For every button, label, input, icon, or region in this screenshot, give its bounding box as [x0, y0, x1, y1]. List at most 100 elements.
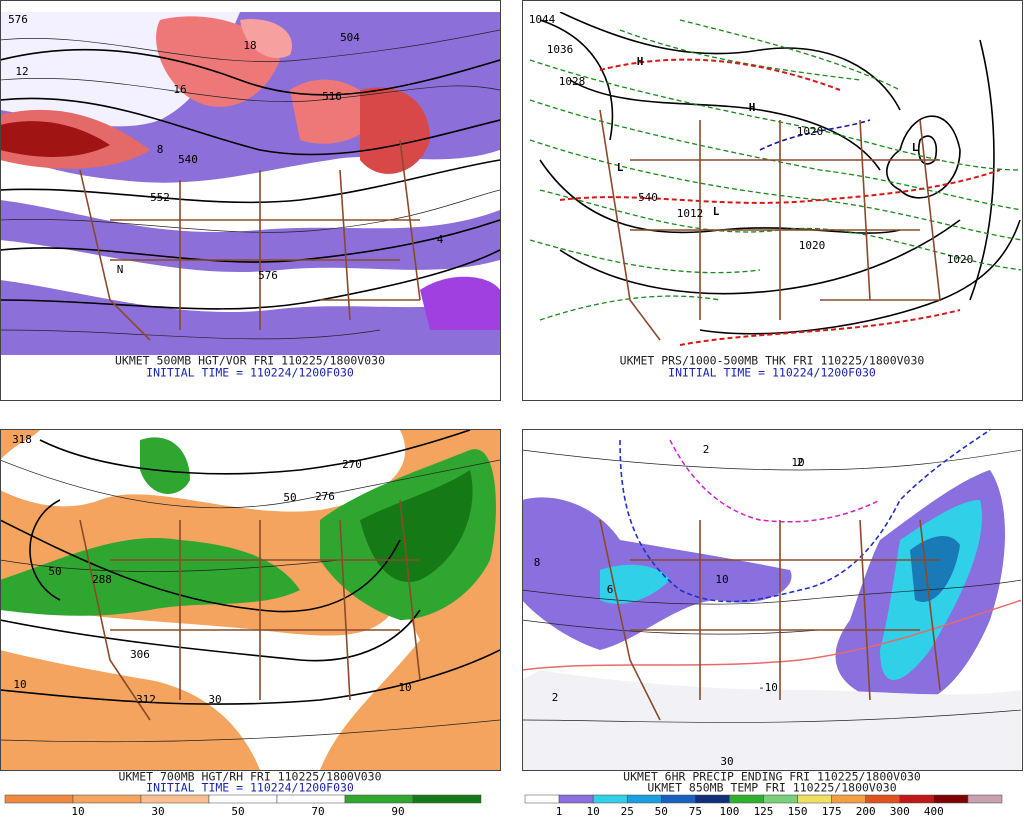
colorbars — [4, 794, 1003, 804]
contour-label: 18 — [243, 39, 256, 52]
colorbar-label: 200 — [856, 805, 876, 818]
contour-label: 1012 — [677, 207, 704, 220]
contour-label: 270 — [342, 458, 362, 471]
colorbar-label: 300 — [890, 805, 910, 818]
contour-label: -10 — [758, 681, 778, 694]
panel-frame — [522, 0, 1023, 401]
contour-label: 576 — [8, 13, 28, 26]
panel-frame — [0, 429, 501, 771]
colorbar-swatch — [695, 794, 730, 804]
colorbar-swatch — [4, 794, 74, 804]
map-500mb — [1, 12, 500, 355]
map-pressure — [523, 12, 1021, 355]
contour-label: 10 — [13, 678, 26, 691]
colorbar-swatch — [967, 794, 1003, 804]
contour-label: H — [637, 55, 644, 68]
contour-label: 306 — [130, 648, 150, 661]
map-precip — [523, 430, 1021, 770]
texts: UKMET 500MB HGT/VOR FRI 110225/1800V030I… — [8, 13, 973, 818]
contour-label: 10 — [715, 573, 728, 586]
colorbar-swatch — [763, 794, 798, 804]
caption-title: UKMET 6HR PRECIP ENDING FRI 110225/1800V… — [623, 770, 921, 784]
contour-label: 8 — [534, 556, 541, 569]
contour-label: L — [713, 205, 720, 218]
contour-label: 1044 — [529, 13, 556, 26]
caption-subtitle: UKMET 850MB TEMP FRI 110225/1800V030 — [647, 781, 896, 795]
colorbar-swatch — [661, 794, 696, 804]
contour-label: 540 — [638, 191, 658, 204]
colorbar-label: 400 — [924, 805, 944, 818]
colorbar-label: 75 — [689, 805, 702, 818]
colorbar-swatch — [797, 794, 832, 804]
contour-label: 2 — [703, 443, 710, 456]
contour-label: 288 — [92, 573, 112, 586]
contour-label: 1020 — [797, 125, 824, 138]
colorbar-swatch — [831, 794, 866, 804]
contour-label: 1020 — [799, 239, 826, 252]
colorbar-label: 90 — [391, 805, 404, 818]
contour-label: H — [749, 101, 756, 114]
contour-label: 276 — [315, 490, 335, 503]
colorbar-label: 100 — [719, 805, 739, 818]
contour-label: 16 — [173, 83, 186, 96]
colorbar-swatch — [899, 794, 935, 804]
panel-frame — [522, 429, 1023, 771]
panel-frame — [0, 0, 501, 401]
contour-label: 4 — [437, 233, 444, 246]
caption-title: UKMET 500MB HGT/VOR FRI 110225/1800V030 — [115, 354, 385, 368]
colorbar-label: 10 — [587, 805, 600, 818]
colorbar-label: 25 — [621, 805, 634, 818]
colorbar-label: 150 — [788, 805, 808, 818]
colorbar-label: 10 — [71, 805, 84, 818]
caption-subtitle: INITIAL TIME = 110224/1200F030 — [146, 366, 354, 380]
colorbar-label: 175 — [822, 805, 842, 818]
contour-label: 2 — [797, 456, 804, 469]
caption-title: UKMET 700MB HGT/RH FRI 110225/1800V030 — [118, 770, 381, 784]
contour-label: 540 — [178, 153, 198, 166]
contour-label: 12 — [15, 65, 28, 78]
colorbar-swatch — [276, 794, 346, 804]
colorbar-swatch — [558, 794, 594, 804]
colorbar-swatch — [729, 794, 764, 804]
caption-subtitle: INITIAL TIME = 110224/1200F030 — [146, 781, 354, 795]
contour-label: 312 — [136, 693, 156, 706]
colorbar-swatch — [344, 794, 414, 804]
colorbar-swatch — [626, 794, 662, 804]
colorbar-swatch — [72, 794, 142, 804]
contour-label: 552 — [150, 191, 170, 204]
contour-label: 10 — [398, 681, 411, 694]
contour-label: 50 — [283, 491, 296, 504]
contour-label: 10 — [791, 456, 804, 469]
colorbar-label: 125 — [754, 805, 774, 818]
colorbar-label: 30 — [151, 805, 164, 818]
contour-label: L — [912, 141, 919, 154]
colorbar-swatch — [592, 794, 628, 804]
colorbar-label: 50 — [231, 805, 244, 818]
map-700mb — [1, 430, 500, 770]
contour-label: 2 — [552, 691, 559, 704]
contour-label: 30 — [208, 693, 221, 706]
colorbar-swatch — [524, 794, 560, 804]
colorbar-swatch — [140, 794, 210, 804]
contour-label: 1028 — [559, 75, 586, 88]
contour-label: 30 — [720, 755, 733, 768]
contour-label: 8 — [157, 143, 164, 156]
contour-label: 1036 — [547, 43, 574, 56]
contour-label: 6 — [607, 583, 614, 596]
contour-label: 504 — [340, 31, 360, 44]
colorbar-swatch — [865, 794, 901, 804]
contour-label: L — [617, 161, 624, 174]
caption-title: UKMET PRS/1000-500MB THK FRI 110225/1800… — [620, 354, 925, 368]
colorbar-swatch — [933, 794, 969, 804]
caption-subtitle: INITIAL TIME = 110224/1200F030 — [668, 366, 876, 380]
contour-label: 50 — [48, 565, 61, 578]
contour-label: N — [117, 263, 124, 276]
colorbar-label: 50 — [655, 805, 668, 818]
colorbar-swatch — [412, 794, 482, 804]
colorbar-swatch — [208, 794, 278, 804]
colorbar-label: 1 — [556, 805, 563, 818]
contour-label: 516 — [322, 90, 342, 103]
contour-label: 576 — [258, 269, 278, 282]
colorbar-label: 70 — [311, 805, 324, 818]
